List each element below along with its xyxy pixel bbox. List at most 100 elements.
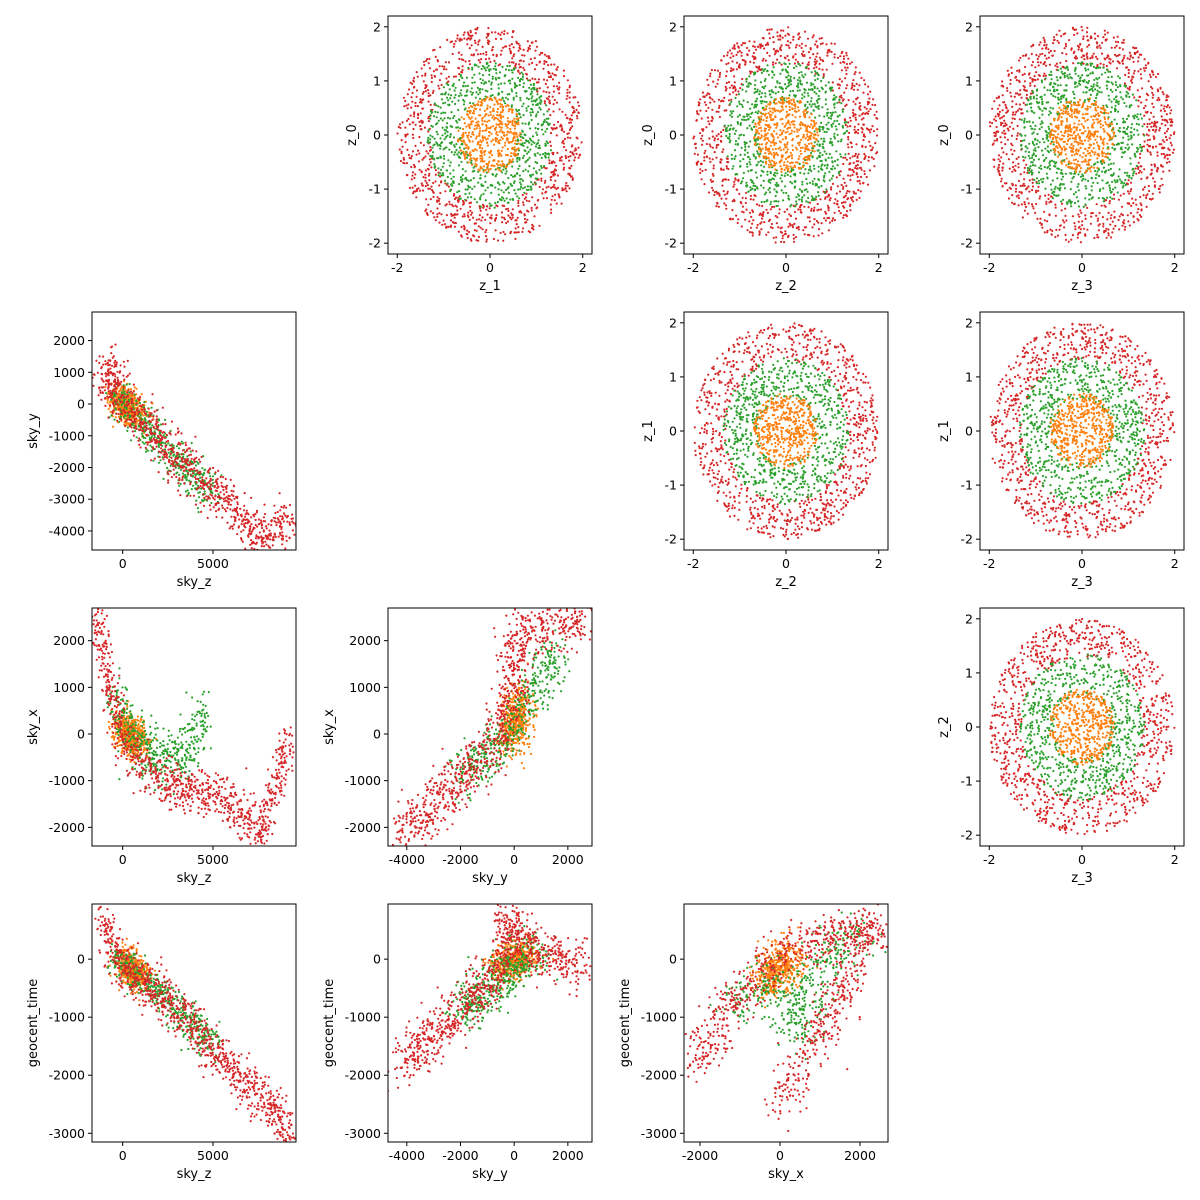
scatter-point [509,230,513,233]
scatter-point [772,173,776,176]
scatter-point [811,197,815,200]
scatter-point [1011,201,1014,204]
scatter-point [462,58,465,62]
scatter-point [761,100,764,103]
scatter-point [429,117,432,120]
scatter-point [475,28,478,31]
scatter-point [785,110,789,113]
scatter-point [537,81,540,84]
scatter-point [768,32,771,35]
scatter-point [412,86,416,89]
scatter-point [782,148,785,151]
scatter-point [529,139,533,142]
scatter-point [1021,216,1024,219]
scatter-point [489,167,492,171]
scatter-point [1152,106,1155,109]
scatter-point [776,81,779,84]
scatter-point [422,80,425,83]
scatter-point [428,158,431,161]
scatter-point [459,92,462,95]
scatter-point [762,155,765,158]
scatter-point [494,97,497,100]
scatter-point [530,206,533,209]
scatter-point [726,51,729,54]
scatter-point [403,105,406,108]
scatter-point [481,139,484,142]
scatter-point [1024,65,1027,69]
scatter-point [781,106,784,109]
scatter-point [873,165,876,168]
scatter-point [521,156,525,160]
scatter-point [510,212,513,215]
scatter-point [1170,124,1173,127]
scatter-point [820,37,823,40]
scatter-point [421,107,424,110]
scatter-point [470,161,473,164]
scatter-point [760,71,764,74]
scatter-point [548,75,551,79]
scatter-point [813,150,816,153]
scatter-point [1001,94,1004,97]
scatter-point [699,132,702,135]
scatter-point [735,61,739,64]
scatter-point [810,209,813,212]
scatter-point [573,149,576,152]
scatter-point [764,143,768,146]
scatter-point [519,96,522,99]
scatter-point [793,77,796,80]
scatter-point [435,68,438,71]
scatter-point [845,184,848,187]
scatter-point [782,164,786,167]
scatter-point [544,151,547,155]
scatter-point [1078,225,1081,228]
scatter-point [456,153,459,156]
scatter-point [498,76,501,80]
scatter-point [733,180,736,183]
scatter-point [1052,36,1056,39]
scatter-point [532,225,535,228]
scatter-point [530,88,533,91]
scatter-point [810,199,814,202]
scatter-point [842,216,845,219]
scatter-point [464,107,467,110]
scatter-point [446,175,449,179]
scatter-point [431,146,434,149]
scatter-point [472,133,475,136]
scatter-point [505,208,508,211]
scatter-point [466,229,469,232]
scatter-point [1158,143,1161,146]
scatter-point [566,184,569,187]
scatter-point [530,100,533,103]
scatter-point [556,120,560,124]
scatter-point [467,161,470,164]
scatter-point [523,141,526,144]
scatter-point [528,127,532,130]
scatter-point [746,229,749,232]
scatter-point [733,81,736,84]
scatter-point [1009,91,1012,94]
scatter-point [423,63,426,67]
scatter-point [427,203,430,206]
scatter-point [701,143,704,146]
scatter-point [1084,233,1087,236]
scatter-point [491,154,494,157]
scatter-point [781,237,784,240]
scatter-point [550,208,553,211]
scatter-point [849,157,852,160]
scatter-point [723,193,727,196]
scatter-point [509,130,512,133]
scatter-point [500,154,503,157]
scatter-point [431,135,434,138]
scatter-point [775,49,779,52]
scatter-point [742,134,746,137]
scatter-point [442,111,445,114]
scatter-point [416,105,419,108]
scatter-point [438,221,441,224]
scatter-point [427,136,430,139]
scatter-point [786,71,789,74]
scatter-point [730,153,733,156]
scatter-point [460,89,463,92]
scatter-point [538,144,541,147]
scatter-point [859,166,862,169]
